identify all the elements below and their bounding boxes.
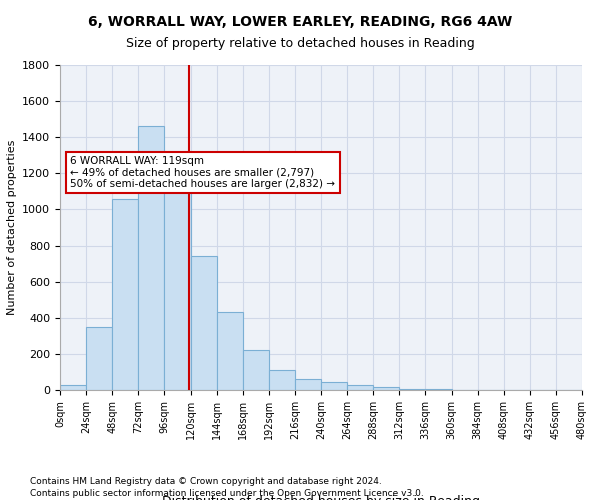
Bar — [347, 384, 373, 390]
Text: 6 WORRALL WAY: 119sqm
← 49% of detached houses are smaller (2,797)
50% of semi-d: 6 WORRALL WAY: 119sqm ← 49% of detached … — [70, 156, 335, 189]
Bar — [400, 388, 425, 390]
Text: 6, WORRALL WAY, LOWER EARLEY, READING, RG6 4AW: 6, WORRALL WAY, LOWER EARLEY, READING, R… — [88, 15, 512, 29]
Bar — [164, 188, 191, 390]
Bar — [139, 126, 164, 390]
Bar — [217, 312, 243, 390]
Bar — [86, 327, 112, 390]
X-axis label: Distribution of detached houses by size in Reading: Distribution of detached houses by size … — [162, 494, 480, 500]
Bar — [191, 256, 217, 390]
Bar — [321, 382, 347, 390]
Bar — [243, 350, 269, 390]
Bar — [112, 198, 139, 390]
Bar — [373, 388, 400, 390]
Text: Size of property relative to detached houses in Reading: Size of property relative to detached ho… — [125, 38, 475, 51]
Y-axis label: Number of detached properties: Number of detached properties — [7, 140, 17, 315]
Bar — [295, 379, 321, 390]
Text: Contains HM Land Registry data © Crown copyright and database right 2024.: Contains HM Land Registry data © Crown c… — [30, 478, 382, 486]
Bar — [60, 384, 86, 390]
Bar — [269, 370, 295, 390]
Text: Contains public sector information licensed under the Open Government Licence v3: Contains public sector information licen… — [30, 489, 424, 498]
